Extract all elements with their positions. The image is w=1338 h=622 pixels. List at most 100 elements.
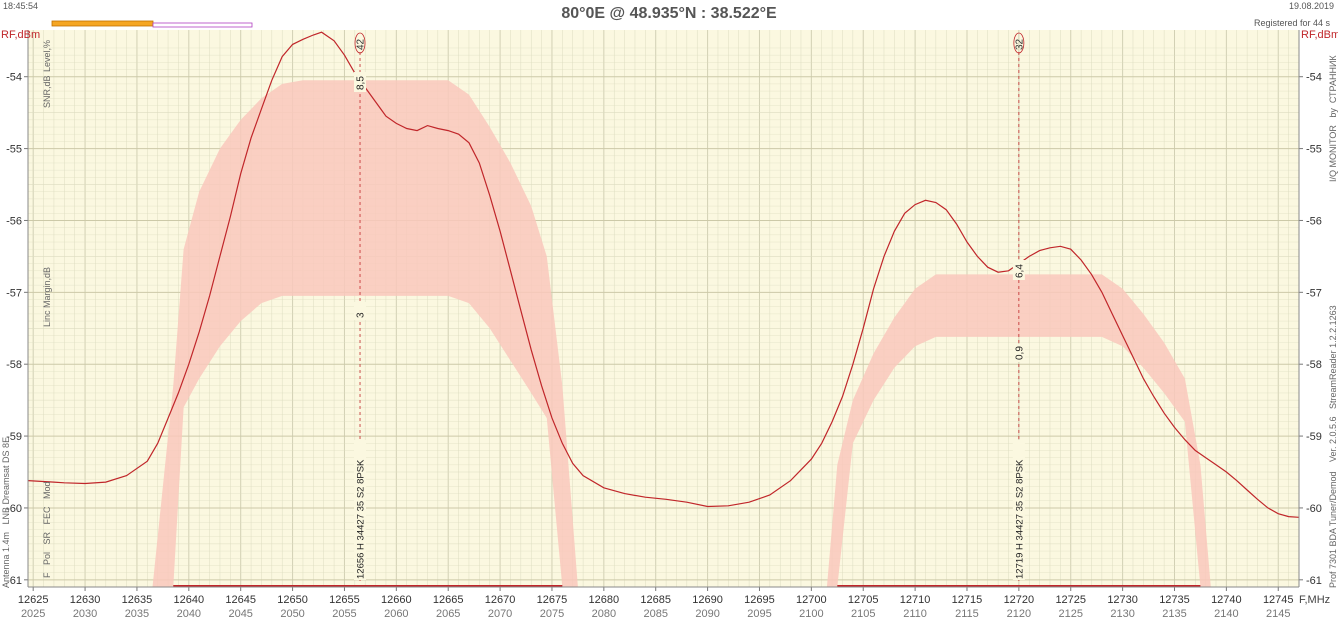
- x-tick-if-label: 2070: [488, 608, 512, 620]
- x-axis: 12625 2025 12630 2030 12635 2035 12640 2040 1264…: [18, 587, 1294, 620]
- carrier-freq-label: 12719 H 34427 35 S2 8PSK: [1014, 459, 1025, 579]
- x-tick-if-label: 2030: [73, 608, 97, 620]
- x-tick-label: 12740: [1211, 594, 1242, 606]
- y-tick-label: -61: [6, 575, 22, 587]
- x-tick-label: 12700: [796, 594, 827, 606]
- x-tick-label: 12685: [640, 594, 671, 606]
- carrier-markers: 42 8,5 3 12656 H 34427 35 S2 8PSK 32 6,4 0,9 12…: [354, 32, 1025, 581]
- y-axis-unit-right: RF,dBm: [1301, 29, 1338, 41]
- x-tick-if-label: 2095: [747, 608, 771, 620]
- x-tick-if-label: 2065: [436, 608, 460, 620]
- x-tick-if-label: 2135: [1162, 608, 1186, 620]
- x-tick-label: 12625: [18, 594, 49, 606]
- x-tick-label: 12655: [329, 594, 360, 606]
- x-tick-if-label: 2100: [799, 608, 823, 620]
- y-axis-unit-left: RF,dBm: [1, 29, 40, 41]
- date-label: 19.08.2019: [1288, 1, 1334, 11]
- x-tick-label: 12690: [692, 594, 723, 606]
- linc-bg: [1012, 344, 1025, 362]
- linc-margin-label: Linc Margin,dB: [42, 267, 52, 327]
- x-tick-label: 12670: [485, 594, 516, 606]
- y-tick-label: -54: [1306, 72, 1322, 84]
- x-tick-label: 12665: [433, 594, 464, 606]
- antenna-label: Antenna 1.4m LNB Dreamsat DS 8E: [1, 437, 11, 588]
- level-value: 42: [356, 38, 367, 50]
- y-tick-label: -57: [1306, 287, 1322, 299]
- x-tick-if-label: 2075: [540, 608, 564, 620]
- x-tick-label: 12630: [70, 594, 101, 606]
- y-tick-label: -60: [6, 503, 22, 515]
- x-tick-if-label: 2130: [1110, 608, 1134, 620]
- y-axis-right: -54 -55 -56 -57 -58 -59 -60 -61: [1299, 72, 1322, 587]
- x-tick-if-label: 2145: [1266, 608, 1290, 620]
- carrier-label-bg: [354, 440, 367, 580]
- x-tick-label: 12680: [589, 594, 620, 606]
- y-tick-label: -58: [6, 359, 22, 371]
- x-tick-if-label: 2045: [228, 608, 252, 620]
- x-tick-label: 12715: [952, 594, 983, 606]
- x-tick-label: 12640: [174, 594, 205, 606]
- x-tick-if-label: 2105: [851, 608, 875, 620]
- x-tick-if-label: 2090: [695, 608, 719, 620]
- linc-bg: [354, 302, 367, 320]
- monitor-label: I/Q MONITOR by СТРАННИК: [1328, 55, 1338, 182]
- carrier-freq-label: 12656 H 34427 35 S2 8PSK: [356, 459, 367, 579]
- linc-value: 3: [356, 312, 367, 318]
- y-tick-label: -61: [1306, 575, 1322, 587]
- level-bar-purple: [152, 22, 253, 28]
- y-tick-label: -56: [6, 215, 22, 227]
- x-tick-label: 12695: [744, 594, 775, 606]
- snr-value: 6,4: [1014, 264, 1025, 278]
- x-tick-label: 12675: [537, 594, 568, 606]
- level-value: 32: [1014, 38, 1025, 50]
- x-tick-if-label: 2025: [21, 608, 45, 620]
- registration-status: Registered for 44 s: [1253, 18, 1330, 28]
- x-tick-label: 12725: [1055, 594, 1086, 606]
- x-tick-label: 12720: [1004, 594, 1035, 606]
- level-label: Level,%: [42, 40, 52, 72]
- snr-bg: [354, 72, 367, 92]
- linc-value: 0,9: [1014, 346, 1025, 360]
- x-tick-label: 12745: [1263, 594, 1294, 606]
- version-label: Ver. 2.0.5.6 StreamReader 1.2.2.1263: [1328, 305, 1338, 462]
- y-axis-left: -54 -55 -56 -57 -58 -59 -60 -61: [6, 72, 28, 587]
- y-tick-label: -59: [6, 431, 22, 443]
- x-tick-label: 12650: [277, 594, 308, 606]
- snr-label: SNR,dB: [42, 75, 52, 108]
- snr-bg: [1012, 260, 1025, 280]
- y-tick-label: -55: [1306, 144, 1322, 156]
- y-tick-label: -54: [6, 72, 22, 84]
- x-tick-if-label: 2060: [384, 608, 408, 620]
- y-tick-label: -60: [1306, 503, 1322, 515]
- x-tick-if-label: 2050: [280, 608, 304, 620]
- x-tick-if-label: 2140: [1214, 608, 1238, 620]
- params-label: F Pol SR FEC Mod: [42, 481, 52, 578]
- x-tick-if-label: 2035: [125, 608, 149, 620]
- x-tick-if-label: 2110: [903, 608, 927, 620]
- y-tick-label: -58: [1306, 359, 1322, 371]
- x-tick-label: 12705: [848, 594, 879, 606]
- x-tick-label: 12735: [1159, 594, 1190, 606]
- device-label: Prof 7301 BDA Tuner/Demod: [1328, 471, 1338, 588]
- x-tick-if-label: 2085: [643, 608, 667, 620]
- x-tick-label: 12645: [225, 594, 256, 606]
- x-axis-unit: F,MHz: [1299, 594, 1330, 606]
- x-tick-if-label: 2055: [332, 608, 356, 620]
- level-badge: [354, 32, 366, 54]
- x-tick-if-label: 2115: [955, 608, 979, 620]
- carrier-label-bg: [1012, 440, 1025, 580]
- y-tick-label: -57: [6, 287, 22, 299]
- y-tick-label: -59: [1306, 431, 1322, 443]
- x-tick-label: 12635: [122, 594, 153, 606]
- clock-time: 18:45:54: [3, 1, 39, 11]
- spectrum-trace: [27, 31, 1300, 518]
- x-tick-label: 12660: [381, 594, 412, 606]
- y-tick-label: -56: [1306, 215, 1322, 227]
- y-tick-label: -55: [6, 144, 22, 156]
- x-tick-if-label: 2040: [177, 608, 201, 620]
- x-tick-if-label: 2125: [1058, 608, 1082, 620]
- carrier-band-1: [152, 80, 578, 587]
- x-tick-label: 12730: [1107, 594, 1138, 606]
- page-title: 80°0E @ 48.935°N : 38.522°E: [561, 5, 777, 22]
